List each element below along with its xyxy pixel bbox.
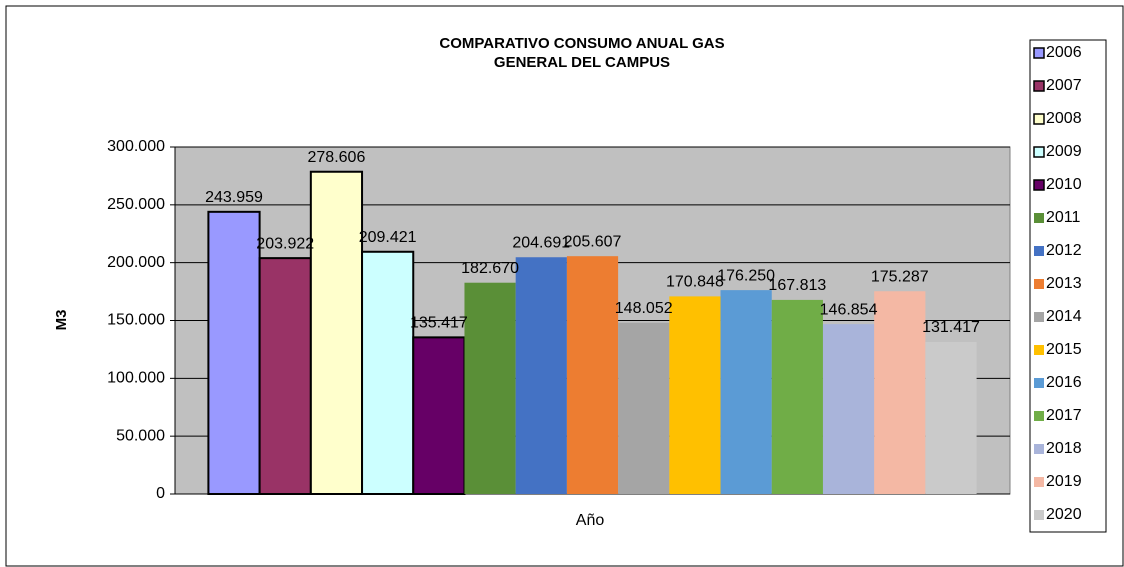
legend-label: 2011: [1046, 209, 1081, 226]
legend-label: 2019: [1046, 473, 1082, 490]
legend-label: 2007: [1046, 77, 1082, 94]
bar: [361, 250, 415, 495]
bar: [925, 341, 977, 494]
legend-swatch: [1033, 80, 1045, 92]
data-label: 148.052: [615, 300, 673, 317]
data-label: 167.813: [768, 277, 826, 294]
y-tick-label: 200.000: [107, 254, 165, 271]
data-label: 135.417: [410, 315, 468, 332]
legend-label: 2015: [1046, 341, 1082, 358]
data-label: 175.287: [871, 268, 929, 285]
data-label: 203.922: [256, 235, 314, 252]
data-label: 170.848: [666, 274, 724, 291]
legend-swatch: [1033, 113, 1045, 125]
legend-swatch: [1034, 411, 1044, 421]
legend-label: 2014: [1046, 308, 1082, 325]
bar: [771, 299, 823, 494]
bar: [720, 290, 772, 494]
legend-swatch: [1034, 477, 1044, 487]
bar: [309, 170, 364, 495]
bar: [412, 336, 466, 495]
data-label: 243.959: [205, 189, 263, 206]
bar: [566, 256, 619, 494]
legend-label: 2010: [1046, 176, 1082, 193]
legend-label: 2008: [1046, 110, 1082, 127]
x-axis-label: Año: [576, 512, 605, 529]
data-label: 176.250: [717, 267, 775, 284]
legend-label: 2013: [1046, 275, 1082, 292]
bar: [669, 296, 721, 494]
bar: [618, 322, 670, 494]
legend-swatch: [1033, 47, 1045, 59]
legend-swatch: [1034, 378, 1044, 388]
legend-swatch: [1033, 179, 1045, 191]
legend-swatch: [1034, 510, 1044, 520]
legend-swatch: [1033, 146, 1045, 158]
y-tick-label: 0: [156, 485, 165, 502]
legend-label: 2017: [1046, 407, 1082, 424]
data-label: 209.421: [359, 229, 417, 246]
y-tick-label: 250.000: [107, 196, 165, 213]
data-label: 204.691: [512, 234, 570, 251]
data-label: 182.670: [461, 260, 519, 277]
legend-swatch: [1034, 279, 1044, 289]
legend-label: 2020: [1046, 506, 1082, 523]
legend-label: 2016: [1046, 374, 1082, 391]
chart-title: GENERAL DEL CAMPUS: [494, 54, 670, 71]
chart-title: COMPARATIVO CONSUMO ANUAL GAS: [439, 35, 724, 52]
legend-label: 2012: [1046, 242, 1082, 259]
y-tick-label: 100.000: [107, 370, 165, 387]
legend-swatch: [1034, 213, 1044, 223]
bar: [515, 257, 567, 494]
bar: [874, 291, 926, 494]
legend-swatch: [1034, 312, 1044, 322]
bar: [822, 324, 875, 494]
bar: [258, 257, 312, 495]
bar: [464, 282, 516, 494]
legend-label: 2006: [1046, 44, 1082, 61]
legend-swatch: [1034, 345, 1044, 355]
legend-label: 2018: [1046, 440, 1082, 457]
data-label: 146.854: [820, 301, 878, 318]
data-label: 278.606: [308, 149, 366, 166]
y-tick-label: 50.000: [116, 427, 165, 444]
y-tick-label: 150.000: [107, 312, 165, 329]
legend-swatch: [1034, 444, 1044, 454]
data-label: 205.607: [564, 233, 622, 250]
y-axis-label: M3: [53, 310, 70, 331]
legend-swatch: [1034, 246, 1044, 256]
y-tick-label: 300.000: [107, 138, 165, 155]
legend-label: 2009: [1046, 143, 1082, 160]
data-label: 131.417: [922, 319, 980, 336]
bar: [207, 210, 261, 495]
